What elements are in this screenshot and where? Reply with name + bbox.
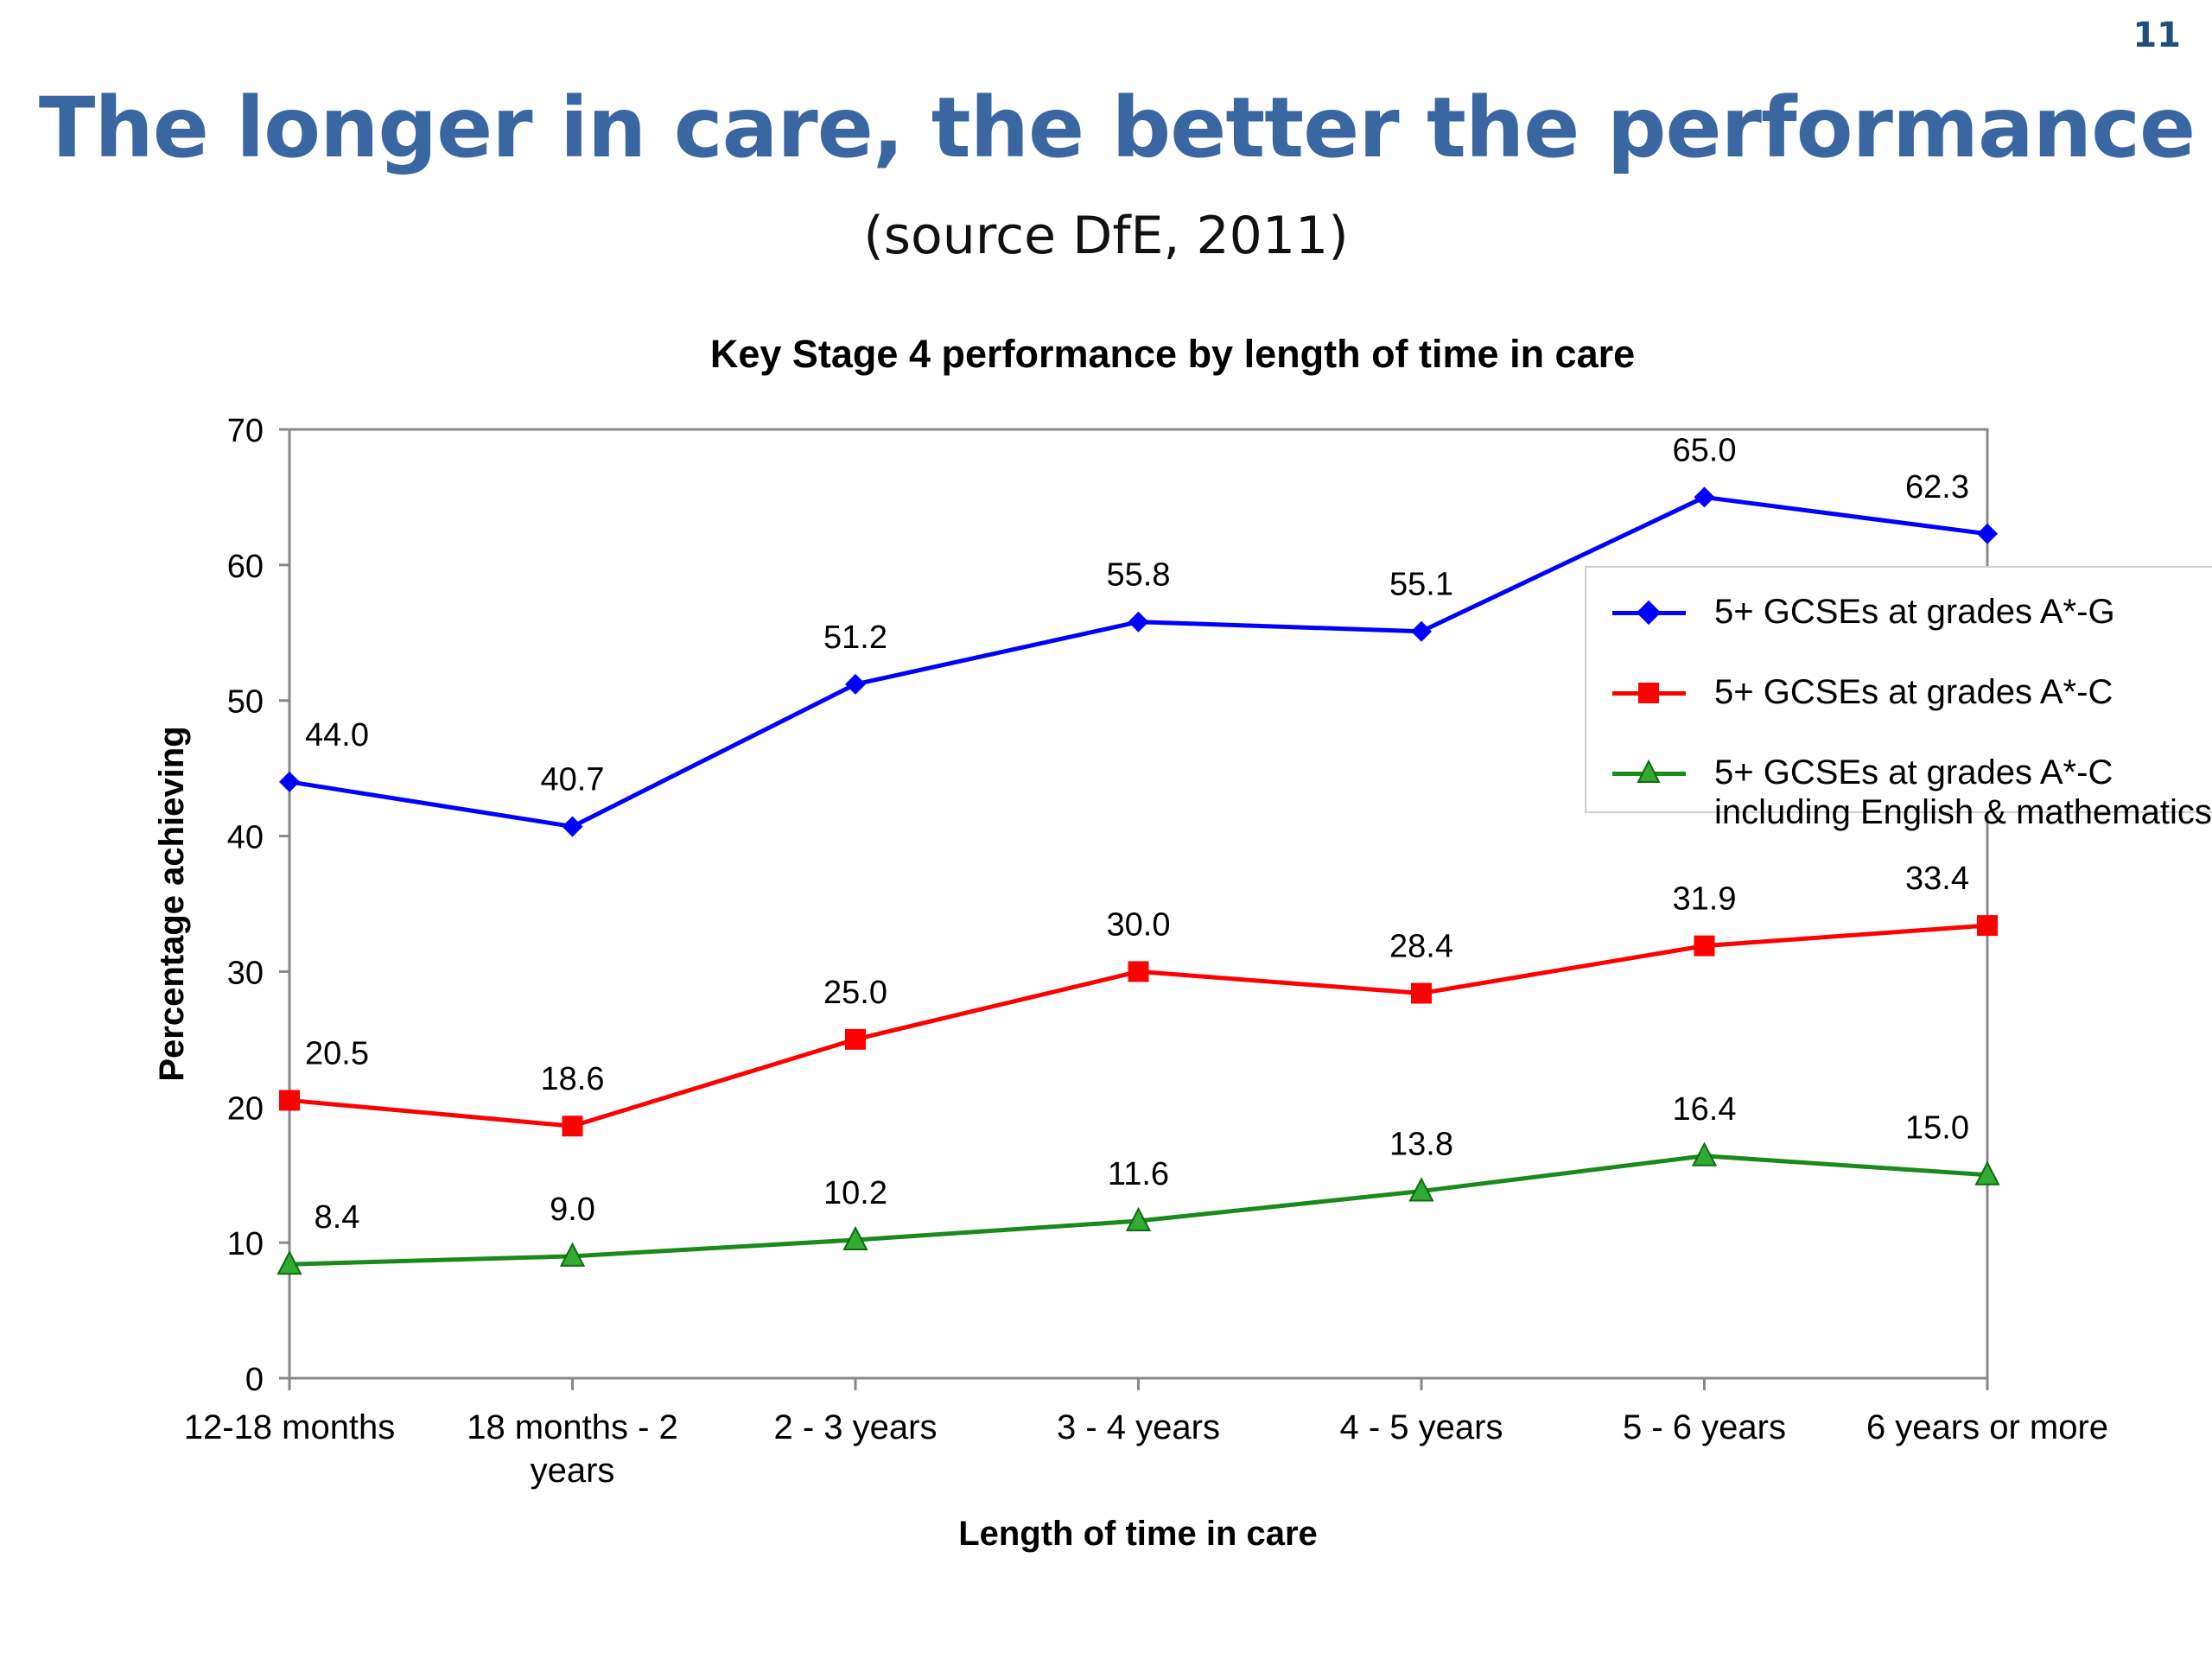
- legend-label: 5+ GCSEs at grades A*-G: [1714, 593, 2115, 631]
- legend-label: 5+ GCSEs at grades A*-C: [1714, 673, 2113, 711]
- data-label: 25.0: [823, 975, 887, 1011]
- x-axis-title: Length of time in care: [958, 1515, 1318, 1553]
- data-label: 15.0: [1905, 1110, 1969, 1147]
- y-tick-label: 40: [227, 820, 264, 856]
- data-point-triangle: [1408, 1177, 1434, 1202]
- data-point-diamond: [562, 816, 583, 837]
- legend-diamond-marker: [1636, 600, 1662, 626]
- y-tick-label: 30: [227, 955, 264, 991]
- data-label: 65.0: [1673, 432, 1737, 468]
- data-point-triangle: [559, 1242, 586, 1267]
- legend-triangle-marker: [1637, 760, 1661, 783]
- x-tick-label: 6 years or more: [1866, 1408, 2108, 1446]
- data-label: 33.4: [1905, 861, 1969, 897]
- data-label: 28.4: [1389, 929, 1453, 965]
- data-point-square: [562, 1116, 583, 1137]
- y-axis: 0 10 20 30 40 50 60 70: [227, 413, 289, 1398]
- x-axis: 12-18 months 18 months - 2 years 2 - 3 year…: [184, 1378, 2108, 1490]
- data-point-diamond: [1694, 486, 1715, 508]
- data-label: 55.8: [1107, 557, 1171, 594]
- y-tick-label: 10: [227, 1226, 264, 1262]
- data-label: 30.0: [1107, 906, 1171, 943]
- data-point-square: [1694, 935, 1715, 957]
- data-point-triangle: [276, 1250, 302, 1275]
- data-point-diamond: [279, 771, 300, 792]
- data-label: 9.0: [550, 1192, 595, 1228]
- data-point-square: [1411, 982, 1432, 1004]
- data-label: 51.2: [823, 620, 887, 656]
- data-label: 40.7: [541, 762, 605, 798]
- y-axis-title: Percentage achieving: [153, 726, 191, 1081]
- y-tick-label: 70: [227, 413, 264, 449]
- data-point-diamond: [1411, 620, 1432, 642]
- series-layer: 44.0 40.7 51.2 55.8 55.1 65.0 62.3 20.5 18.6 25.0…: [276, 432, 2000, 1275]
- data-label: 20.5: [305, 1035, 369, 1071]
- data-point-triangle: [1125, 1206, 1152, 1232]
- data-label: 13.8: [1389, 1127, 1453, 1163]
- legend-label-line-1: 5+ GCSEs at grades A*-C: [1714, 753, 2113, 791]
- data-label: 62.3: [1905, 469, 1969, 505]
- x-tick-label: 12-18 months: [184, 1408, 396, 1446]
- data-label: 16.4: [1673, 1091, 1737, 1128]
- data-label: 18.6: [541, 1061, 605, 1097]
- legend-square-marker: [1638, 683, 1659, 703]
- data-point-triangle: [842, 1225, 868, 1251]
- series-diamond: 44.0 40.7 51.2 55.8 55.1 65.0 62.3: [279, 432, 1998, 837]
- data-point-square: [1977, 915, 1998, 937]
- x-tick-label: 18 months - 2 years: [467, 1408, 678, 1490]
- x-tick-label: 5 - 6 years: [1623, 1408, 1786, 1446]
- x-tick-label: 2 - 3 years: [774, 1408, 938, 1446]
- y-tick-label: 0: [245, 1362, 264, 1398]
- data-label: 31.9: [1673, 881, 1737, 918]
- data-label: 10.2: [823, 1175, 887, 1211]
- y-tick-label: 60: [227, 549, 264, 585]
- data-point-square: [1128, 961, 1149, 982]
- y-tick-label: 20: [227, 1090, 264, 1127]
- data-label: 8.4: [315, 1199, 360, 1236]
- x-tick-label: 3 - 4 years: [1057, 1408, 1220, 1446]
- data-point-diamond: [1977, 523, 1998, 544]
- data-label: 55.1: [1389, 567, 1453, 603]
- data-point-triangle: [1974, 1160, 2000, 1185]
- chart-title: Key Stage 4 performance by length of tim…: [710, 332, 1635, 376]
- data-point-square: [279, 1090, 300, 1111]
- series-square: 20.5 18.6 25.0 30.0 28.4 31.9 33.4: [279, 861, 1998, 1137]
- data-point-diamond: [1128, 611, 1149, 632]
- legend: 5+ GCSEs at grades A*-G 5+ GCSEs at grad…: [1585, 566, 2212, 831]
- data-point-triangle: [1691, 1141, 1718, 1166]
- slide-number: 11: [2133, 16, 2181, 55]
- series-triangle: 8.4 9.0 10.2 11.6 13.8 16.4 15.0: [276, 1091, 2000, 1275]
- data-point-square: [845, 1028, 866, 1050]
- data-label: 11.6: [1108, 1156, 1169, 1192]
- y-tick-label: 50: [227, 684, 264, 721]
- slide-title: The longer in care, the better the perfo…: [38, 79, 2196, 176]
- x-tick-label: 4 - 5 years: [1340, 1408, 1503, 1446]
- slide-subtitle: (source DfE, 2011): [863, 206, 1349, 266]
- legend-label-line-2: including English & mathematics: [1714, 793, 2212, 831]
- data-label: 44.0: [305, 717, 369, 753]
- data-point-diamond: [845, 673, 866, 695]
